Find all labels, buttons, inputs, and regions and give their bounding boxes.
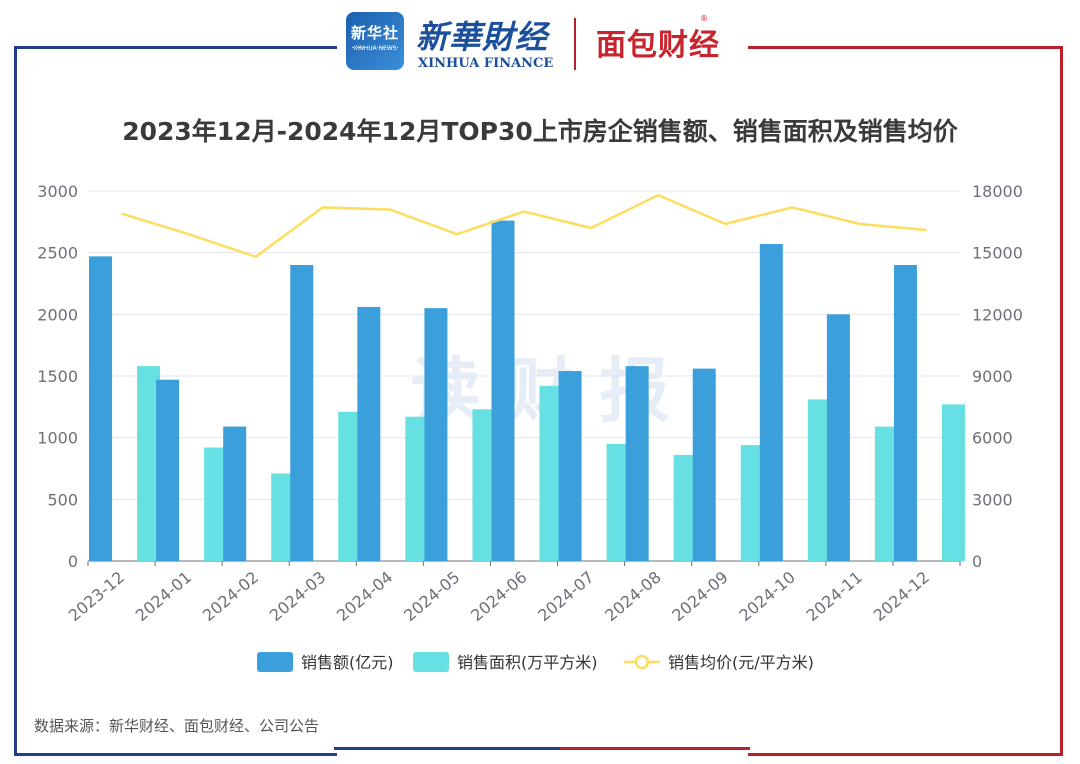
x-tick-label: 2024-04 [333,568,396,626]
x-tick-label: 2024-05 [400,568,463,626]
legend-label-sales: 销售额(亿元) [301,653,394,672]
y-left-tick-label: 0 [68,552,78,571]
bar-sales [223,426,247,561]
xinhua-finance-brand-en: XINHUA FINANCE [418,56,554,71]
bar-sales [424,308,448,561]
y-right-tick-label: 18000 [972,182,1023,201]
x-tick-label: 2024-09 [668,568,731,626]
chart-title: 2023年12月-2024年12月TOP30上市房企销售额、销售面积及销售均价 [122,117,958,146]
bar-area [807,399,831,561]
frame-bottom-border-red [560,747,750,750]
y-right-tick-label: 12000 [972,305,1023,324]
y-right-tick-label: 15000 [972,244,1023,263]
bar-sales [558,371,582,561]
bar-sales [89,256,113,561]
xinhua-news-logo: 新华社 XINHUA NEWS [346,12,404,70]
bar-area [271,473,295,561]
registered-mark: ® [700,14,708,23]
frame-left-border [14,46,337,756]
y-left-tick-label: 3000 [37,182,78,201]
bar-sales [357,306,381,561]
x-tick-label: 2024-08 [601,568,664,626]
xinhua-finance-brand-cn: 新華財经 [416,18,549,56]
legend-swatch-price-marker [634,654,650,670]
bar-area [405,416,429,561]
bar-sales [759,244,783,562]
bar-area [472,409,496,561]
x-tick-label: 2024-10 [735,568,798,626]
bar-sales [625,366,649,561]
x-tick-label: 2024-06 [467,568,530,626]
network-dots-icon [352,47,398,62]
legend-label-area: 销售面积(万平方米) [457,653,598,672]
bar-area [874,426,898,561]
line-price [121,193,927,259]
bar-area [137,366,161,561]
legend-swatch-area [413,652,449,672]
y-left-tick-label: 500 [47,490,78,509]
bar-area [539,385,563,561]
header-logos: 新华社 XINHUA NEWS 新華財经 XINHUA FINANCE 面包财经… [338,6,748,76]
x-tick-label: 2024-11 [803,568,866,626]
bar-area [338,411,362,561]
y-left-tick-label: 1500 [37,367,78,386]
legend-label-price: 销售均价(元/平方米) [668,653,814,672]
xinhua-logo-en: XINHUA NEWS [353,45,397,52]
x-tick-label: 2023-12 [65,568,128,626]
data-source-note: 数据来源：新华财经、面包财经、公司公告 [34,717,320,735]
y-right-tick-label: 6000 [972,429,1013,448]
y-left-tick-label: 2000 [37,305,78,324]
bar-sales [826,314,850,561]
y-left-tick-label: 1000 [37,429,78,448]
frame-bottom-border [334,747,748,750]
frame-right-border [748,46,1063,756]
bar-sales [156,379,180,561]
bar-area [941,404,965,561]
bar-sales [491,220,515,561]
y-left-tick-label: 2500 [37,244,78,263]
x-tick-label: 2024-01 [132,568,195,626]
xinhua-logo-cn: 新华社 [350,24,399,42]
legend-swatch-sales [257,652,293,672]
bar-area [740,445,764,561]
y-right-tick-label: 3000 [972,490,1013,509]
y-right-tick-label: 9000 [972,367,1013,386]
bar-sales [290,265,314,561]
bar-sales [893,265,917,561]
mianbao-finance-logo: 面包财经 [596,28,720,63]
bar-sales [692,368,716,561]
x-tick-label: 2024-12 [870,568,933,626]
x-tick-label: 2024-02 [199,568,262,626]
bar-area [204,447,228,561]
bar-area [606,443,630,561]
x-tick-label: 2024-03 [266,568,329,626]
bar-area [673,454,697,561]
x-tick-label: 2024-07 [534,568,597,626]
y-right-tick-label: 0 [972,552,982,571]
logo-separator [574,18,576,70]
